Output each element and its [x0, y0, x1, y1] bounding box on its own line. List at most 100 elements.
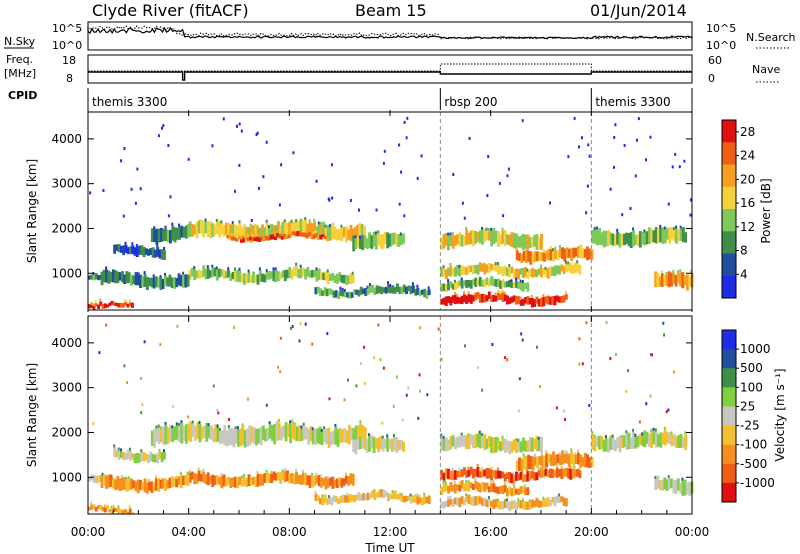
- echo-speckle: [585, 211, 588, 215]
- echo-cell: [499, 290, 502, 294]
- echo-cell: [355, 494, 359, 501]
- echo-cell: [688, 276, 692, 287]
- echo-cell: [458, 484, 462, 492]
- echo-speckle: [629, 207, 632, 210]
- echo-cell: [151, 247, 155, 258]
- echo-cell: [119, 509, 123, 514]
- echo-cell: [274, 236, 277, 241]
- echo-cell: [109, 272, 113, 283]
- echo-cell: [530, 267, 534, 278]
- echo-cell: [292, 231, 295, 236]
- echo-cell: [250, 426, 254, 443]
- echo-cell: [616, 437, 620, 449]
- echo-cell: [281, 472, 285, 481]
- echo-cell: [267, 225, 270, 229]
- echo-cell: [681, 480, 685, 496]
- echo-cell: [368, 283, 371, 286]
- echo-speckle: [486, 194, 489, 198]
- echo-cell: [94, 303, 98, 307]
- echo-cell: [312, 234, 316, 240]
- echo-cell: [94, 475, 98, 484]
- echo-cell: [101, 303, 105, 309]
- echo-cell: [481, 498, 484, 506]
- echo-cell: [522, 250, 526, 261]
- echo-cell: [156, 246, 160, 257]
- echo-cell: [345, 475, 348, 484]
- echo-cell: [501, 279, 505, 287]
- echo-speckle: [250, 219, 253, 222]
- y-tick-label: 4000: [51, 336, 82, 350]
- echo-cell: [160, 227, 163, 242]
- echo-cell: [661, 432, 665, 445]
- echo-cell: [106, 304, 109, 308]
- echo-cell: [528, 499, 531, 503]
- echo-cell: [508, 441, 512, 455]
- echo-cell: [659, 225, 662, 228]
- echo-cell: [179, 474, 183, 489]
- echo-speckle: [627, 369, 630, 373]
- echo-cell: [583, 249, 587, 258]
- echo-cell: [283, 234, 286, 239]
- echo-cell: [520, 459, 524, 473]
- echo-cell: [332, 290, 336, 298]
- echo-cell: [193, 224, 197, 235]
- echo-cell: [508, 297, 512, 304]
- echo-cell: [556, 454, 560, 464]
- echo-cell: [333, 479, 337, 488]
- echo-cell: [129, 246, 132, 255]
- echo-cell: [497, 487, 500, 495]
- power-ylabel: Slant Range [km]: [25, 159, 39, 263]
- echo-cell: [492, 278, 496, 286]
- echo-cell: [240, 274, 244, 283]
- echo-cell: [588, 457, 592, 468]
- echo-cell: [371, 490, 374, 498]
- echo-cell: [562, 266, 566, 274]
- echo-speckle: [187, 157, 190, 161]
- echo-cell: [211, 223, 215, 237]
- echo-speckle: [506, 358, 509, 362]
- echo-cell: [164, 478, 167, 491]
- echo-cell: [451, 485, 455, 492]
- echo-cell: [265, 269, 268, 273]
- echo-cell: [304, 269, 308, 280]
- echo-cell: [490, 230, 494, 247]
- echo-cell: [234, 267, 236, 271]
- time-axis-label: Time UT: [364, 541, 415, 554]
- echo-cell: [542, 499, 546, 507]
- echo-cell: [581, 248, 585, 259]
- echo-cell: [187, 223, 191, 238]
- echo-cell: [301, 232, 305, 237]
- echo-cell: [240, 478, 244, 487]
- echo-cell: [277, 471, 280, 481]
- echo-cell: [526, 501, 530, 510]
- echo-cell: [583, 452, 587, 468]
- echo-cell: [372, 231, 376, 247]
- echo-cell: [268, 421, 271, 425]
- echo-cell: [190, 224, 194, 237]
- echo-cell: [463, 294, 466, 303]
- echo-cell: [423, 288, 427, 298]
- echo-cell: [297, 269, 301, 279]
- echo-cell: [551, 296, 555, 305]
- echo-cell: [292, 473, 296, 485]
- echo-cell: [290, 222, 294, 233]
- colorbar-swatch: [722, 463, 736, 484]
- echo-cell: [179, 275, 183, 287]
- echo-cell: [252, 271, 255, 284]
- echo-cell: [274, 267, 277, 271]
- echo-cell: [320, 224, 323, 240]
- echo-cell: [111, 269, 115, 283]
- echo-cell: [472, 496, 475, 506]
- echo-speckle: [134, 201, 137, 205]
- echo-cell: [618, 233, 622, 248]
- nave-tick-top: 60: [708, 54, 722, 67]
- echo-cell: [607, 229, 611, 247]
- echo-cell: [343, 289, 346, 292]
- echo-cell: [163, 250, 166, 260]
- echo-cell: [458, 481, 461, 485]
- echo-cell: [391, 285, 395, 294]
- echo-speckle: [403, 120, 406, 124]
- y-tick-label: 1000: [51, 470, 82, 484]
- echo-speckle: [498, 181, 501, 185]
